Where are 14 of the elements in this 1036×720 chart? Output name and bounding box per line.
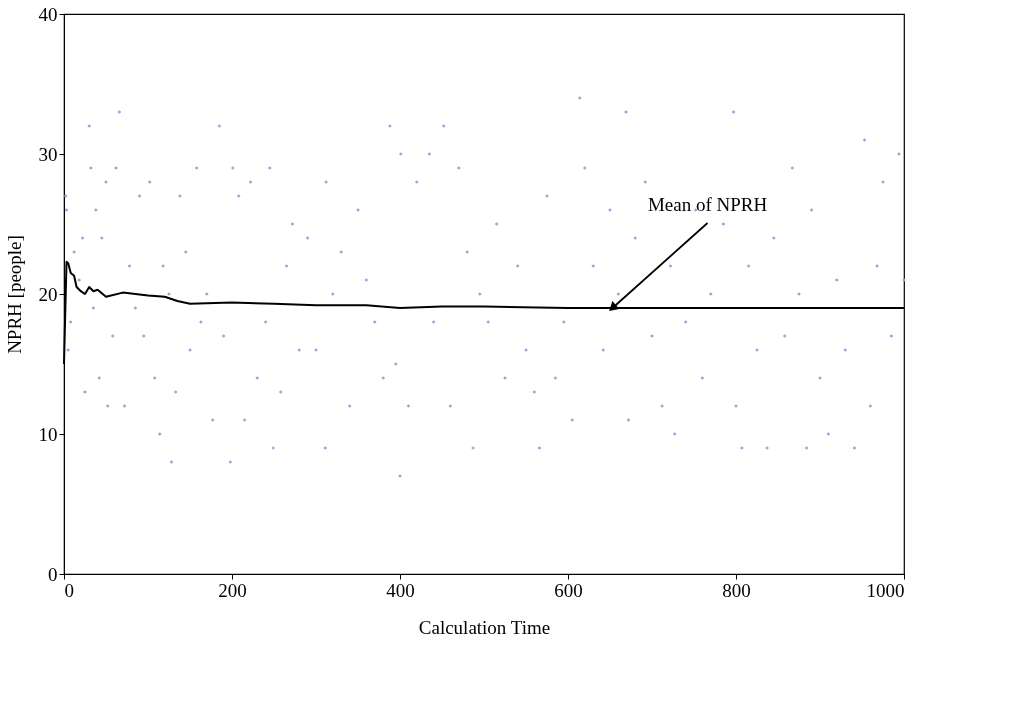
- x-tick-label: 600: [554, 579, 583, 601]
- x-axis-title: Calculation Time: [418, 616, 551, 638]
- x-tick-label: 1000: [866, 579, 905, 601]
- x-tick-label: 400: [386, 579, 415, 601]
- y-tick-label: 40: [38, 3, 58, 25]
- annotation: Mean of NPRH: [647, 194, 768, 215]
- y-tick-label: 20: [38, 283, 58, 305]
- y-tick-label: 10: [38, 423, 58, 445]
- x-tick-label: 0: [64, 579, 74, 601]
- y-tick-label: 0: [48, 563, 58, 585]
- x-tick-label: 200: [218, 579, 247, 601]
- y-tick-label: 30: [38, 143, 58, 165]
- x-tick-label: 800: [722, 579, 751, 601]
- y-axis-title: NPRH [people]: [3, 235, 25, 354]
